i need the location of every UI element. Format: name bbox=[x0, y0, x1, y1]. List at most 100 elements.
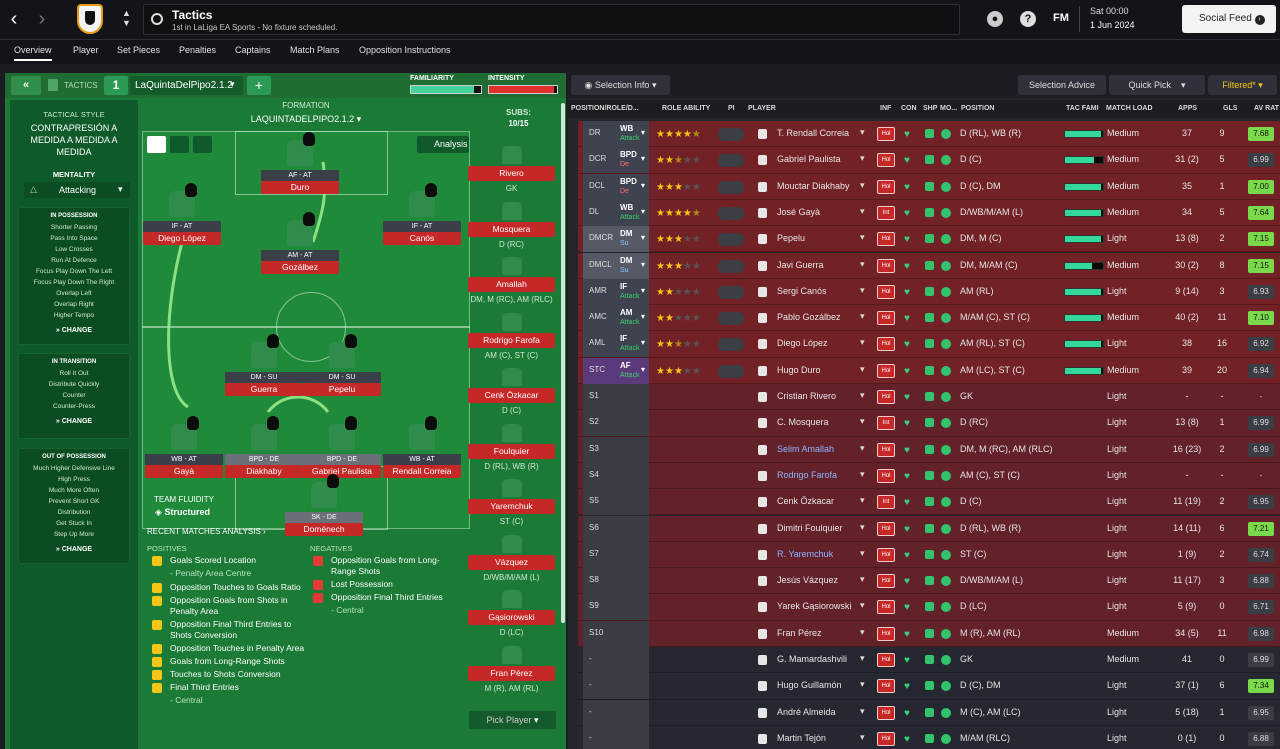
player-instructions-icon[interactable] bbox=[718, 233, 744, 247]
position-cell[interactable]: DL WB Attack ▾ bbox=[583, 199, 649, 226]
chevron-down-icon[interactable]: ▾ bbox=[860, 311, 865, 322]
position-cell[interactable]: S3 bbox=[583, 436, 649, 463]
position-cell[interactable]: S6 bbox=[583, 515, 649, 542]
chevron-down-icon[interactable]: ▾ bbox=[860, 153, 865, 164]
pitch-player[interactable]: IF - AT Diego López bbox=[143, 183, 221, 245]
player-instructions-icon[interactable] bbox=[718, 285, 744, 299]
tab-penalties[interactable]: Penalties bbox=[179, 45, 217, 55]
chevron-down-icon[interactable]: ▾ bbox=[860, 363, 865, 374]
analysis-button[interactable]: Analysis bbox=[417, 136, 469, 153]
out-of-possession-box[interactable]: OUT OF POSSESSION Much Higher Defensive … bbox=[18, 448, 130, 564]
intensity-bar[interactable] bbox=[488, 85, 558, 94]
sub-player[interactable]: Foulquier D (RL), WB (R) bbox=[468, 423, 555, 471]
player-name[interactable]: Hugo Duro bbox=[777, 364, 821, 375]
table-row[interactable]: DL WB Attack ▾ ★★★★★ José Gayà ▾ Int ♥ D/WB/M/AM … bbox=[578, 199, 1280, 227]
pitch-player[interactable]: DM - SU Guerra bbox=[225, 334, 303, 396]
player-name[interactable]: Martin Tejón bbox=[777, 732, 826, 743]
chevron-down-icon[interactable]: ▾ bbox=[860, 547, 865, 558]
pitch-player[interactable]: AM - AT Gozálbez bbox=[261, 212, 339, 274]
table-row[interactable]: - Martin Tejón ▾ Hol ♥ M/AM (RLC) Light 0 (1) 0 6… bbox=[578, 725, 1280, 749]
tab-player[interactable]: Player bbox=[73, 45, 99, 55]
player-name[interactable]: G. Mamardashvili bbox=[777, 654, 848, 664]
chevron-down-icon[interactable]: ▾ bbox=[860, 442, 865, 453]
sub-player[interactable]: Amallah DM, M (RC), AM (RLC) bbox=[468, 257, 555, 304]
player-name[interactable]: Rodrigo Farofa bbox=[777, 469, 838, 480]
help-icon[interactable]: ? bbox=[1020, 11, 1036, 27]
player-name[interactable]: Pablo Gozálbez bbox=[777, 312, 841, 323]
pitch[interactable]: Analysis AF - AT Duro IF - AT Diego López AM… bbox=[142, 131, 470, 536]
position-cell[interactable]: S9 bbox=[583, 594, 649, 621]
fm-icon[interactable]: FM bbox=[1053, 12, 1069, 24]
chevron-down-icon[interactable]: ▾ bbox=[860, 731, 865, 742]
chevron-down-icon[interactable]: ▾ bbox=[860, 179, 865, 190]
position-cell[interactable]: DCL BPD De ▾ bbox=[583, 173, 649, 200]
chevron-down-icon[interactable]: ▾ bbox=[860, 705, 865, 716]
table-row[interactable]: STC AF Attack ▾ ★★★★★ Hugo Duro ▾ Hol ♥ AM (LC), … bbox=[578, 357, 1280, 384]
position-cell[interactable]: AML IF Attack ▾ bbox=[583, 331, 649, 358]
chevron-down-icon[interactable]: ▾ bbox=[860, 600, 865, 611]
club-crest[interactable] bbox=[77, 4, 103, 34]
table-row[interactable]: S6 Dimitri Foulquier ▾ Hol ♥ D (RL), WB (R) Li… bbox=[578, 515, 1280, 542]
position-cell[interactable]: - bbox=[583, 647, 649, 673]
col-position[interactable]: POSITION bbox=[961, 105, 995, 112]
player-instructions-icon[interactable] bbox=[718, 364, 744, 378]
mentality-select[interactable]: △ Attacking ▾ bbox=[24, 182, 130, 198]
player-name[interactable]: T. Rendall Correia bbox=[777, 128, 850, 138]
change-button[interactable]: » CHANGE bbox=[55, 418, 93, 425]
position-cell[interactable]: S2 bbox=[583, 410, 649, 437]
sub-player[interactable]: Yaremchuk ST (C) bbox=[468, 479, 555, 526]
col-tac-fam[interactable]: TAC FAMI bbox=[1066, 105, 1099, 112]
table-row[interactable]: DR WB Attack ▾ ★★★★★ T. Rendall Correia ▾ Hol ♥ D… bbox=[578, 121, 1280, 148]
clipboard-icon[interactable] bbox=[193, 136, 212, 153]
sub-player[interactable]: Mosquera D (RC) bbox=[468, 201, 555, 249]
social-feed-button[interactable]: Social Feed › bbox=[1182, 5, 1276, 33]
chevron-down-icon[interactable]: ▾ bbox=[860, 626, 865, 637]
search-icon[interactable] bbox=[151, 13, 163, 25]
tab-overview[interactable]: Overview bbox=[14, 45, 52, 61]
position-cell[interactable]: S4 bbox=[583, 462, 649, 489]
chevron-down-icon[interactable]: ▾ bbox=[860, 653, 865, 663]
player-name[interactable]: Yarek Gąsiorowski bbox=[777, 601, 852, 612]
player-name[interactable]: Hugo Guillamón bbox=[777, 680, 842, 691]
add-tactic-button[interactable]: + bbox=[247, 76, 271, 95]
chevron-down-icon[interactable]: ▾ bbox=[860, 679, 865, 690]
col-match-load[interactable]: MATCH LOAD bbox=[1106, 105, 1153, 112]
pitch-player[interactable]: WB - AT Gayà bbox=[145, 416, 223, 478]
pitch-player[interactable]: WB - AT Rendall Correia bbox=[383, 416, 461, 478]
col-inf[interactable]: INF bbox=[880, 105, 892, 112]
forward-icon[interactable]: › bbox=[38, 8, 46, 30]
player-instructions-icon[interactable] bbox=[718, 180, 744, 194]
position-cell[interactable]: S1 bbox=[583, 384, 649, 410]
col-pi[interactable]: PI bbox=[728, 105, 735, 112]
table-row[interactable]: S7 R. Yaremchuk ▾ Hol ♥ ST (C) Light 1 (9) 2 6.74 bbox=[578, 541, 1280, 569]
col-position-role[interactable]: POSITION/ROLE/D... bbox=[571, 105, 639, 112]
player-name[interactable]: Selim Amallah bbox=[777, 443, 835, 454]
table-row[interactable]: AML IF Attack ▾ ★★★★★ Diego López ▾ Hol ♥ AM (RL)… bbox=[578, 331, 1280, 358]
sub-player[interactable]: Rodrigo Farofa AM (C), ST (C) bbox=[468, 312, 555, 360]
chevron-down-icon[interactable]: ▾ bbox=[860, 521, 865, 532]
player-name[interactable]: R. Yaremchuk bbox=[777, 548, 834, 559]
pitch-player[interactable]: IF - AT Canós bbox=[383, 183, 461, 245]
selection-advice-button[interactable]: Selection Advice bbox=[1018, 75, 1106, 95]
table-row[interactable]: AMC AM Attack ▾ ★★★★★ Pablo Gozálbez ▾ Hol ♥ M/AM… bbox=[578, 305, 1280, 332]
formation-select[interactable]: LAQUINTADELPIPO2.1.2 ▾ bbox=[142, 114, 470, 125]
position-cell[interactable]: AMR IF Attack ▾ bbox=[583, 278, 649, 305]
chevron-down-icon[interactable]: ▾ bbox=[860, 337, 865, 348]
filter-button[interactable]: Filtered* ▾ bbox=[1208, 75, 1277, 95]
table-row[interactable]: DMCL DM Su ▾ ★★★★★ Javi Guerra ▾ Hol ♥ DM, M/AM (… bbox=[578, 252, 1280, 279]
view-toggle-icon[interactable] bbox=[147, 136, 166, 153]
position-cell[interactable]: DMCL DM Su ▾ bbox=[583, 252, 649, 279]
table-row[interactable]: S1 Cristian Rivero ▾ Hol ♥ GK Light - - - bbox=[578, 384, 1280, 411]
table-row[interactable]: S3 Selim Amallah ▾ Hol ♥ DM, M (RC), AM (RLC)… bbox=[578, 436, 1280, 463]
player-name[interactable]: Gabriel Paulista bbox=[777, 154, 841, 165]
table-row[interactable]: - G. Mamardashvili ▾ Hol ♥ GK Medium 41 0 6.99 bbox=[578, 647, 1280, 674]
familiarity-bar[interactable] bbox=[410, 85, 482, 94]
table-row[interactable]: S5 Cenk Özkacar ▾ Int ♥ D (C) Light 11 (19) 2 6.9… bbox=[578, 489, 1280, 516]
chevron-down-icon[interactable]: ▾ bbox=[860, 468, 865, 479]
table-row[interactable]: - Hugo Guillamón ▾ Hol ♥ D (C), DM Light 37 (1)… bbox=[578, 673, 1280, 700]
col-player[interactable]: PLAYER bbox=[748, 105, 776, 112]
table-row[interactable]: S2 C. Mosquera ▾ Int ♥ D (RC) Light 13 (8) 1 6.99 bbox=[578, 410, 1280, 437]
tab-match-plans[interactable]: Match Plans bbox=[290, 45, 340, 55]
position-cell[interactable]: - bbox=[583, 673, 649, 700]
chevron-down-icon[interactable]: ▾ bbox=[860, 390, 865, 400]
